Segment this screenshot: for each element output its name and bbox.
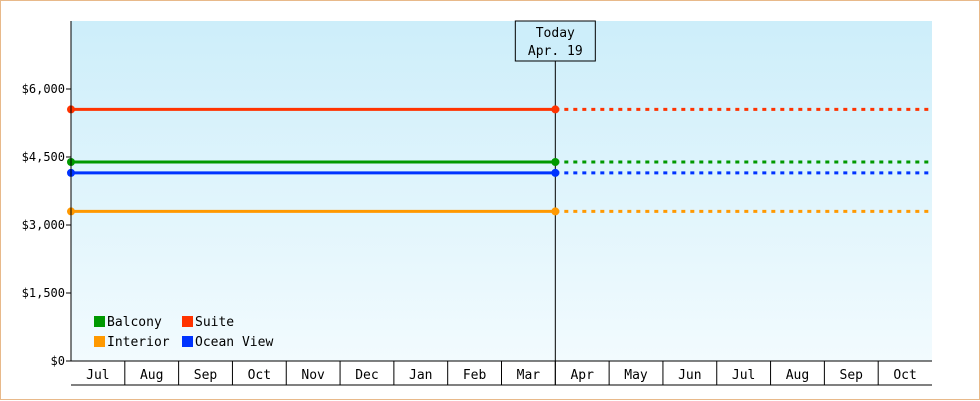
today-callout-box <box>514 20 596 62</box>
x-tick-label: Apr <box>570 368 594 383</box>
series-point <box>551 157 560 166</box>
y-tick-label: $4,500 <box>22 150 65 164</box>
legend-label: Ocean View <box>195 335 273 350</box>
x-tick-label: Aug <box>140 368 163 383</box>
series-point <box>551 168 560 177</box>
x-tick-label: Feb <box>463 368 487 383</box>
x-tick-label: Jul <box>732 368 755 383</box>
x-tick-label: May <box>624 368 648 383</box>
x-tick-label: Oct <box>893 368 916 383</box>
series-point <box>551 207 560 216</box>
plot-area <box>71 21 932 361</box>
x-tick-label: Aug <box>786 368 809 383</box>
legend-swatch <box>94 316 105 327</box>
legend-label: Balcony <box>107 315 162 330</box>
x-tick-label: Dec <box>355 368 378 383</box>
x-tick-label: Mar <box>517 368 541 383</box>
x-tick-label: Oct <box>248 368 271 383</box>
x-tick-label: Sep <box>194 368 218 383</box>
x-tick-label: Jan <box>409 368 432 383</box>
y-tick-label: $0 <box>51 354 65 368</box>
today-callout-label: Today <box>536 26 575 41</box>
y-tick-label: $6,000 <box>22 82 65 96</box>
today-callout-date: Apr. 19 <box>528 44 583 59</box>
legend-label: Suite <box>195 315 234 330</box>
x-tick-label: Nov <box>301 368 325 383</box>
legend-swatch <box>182 316 193 327</box>
x-tick-label: Sep <box>840 368 864 383</box>
series-point <box>551 105 560 114</box>
x-tick-label: Jul <box>86 368 109 383</box>
legend-swatch <box>94 336 105 347</box>
x-tick-label: Jun <box>678 368 701 383</box>
y-tick-label: $3,000 <box>22 218 65 232</box>
y-tick-label: $1,500 <box>22 286 65 300</box>
legend-swatch <box>182 336 193 347</box>
legend-label: Interior <box>107 335 170 350</box>
